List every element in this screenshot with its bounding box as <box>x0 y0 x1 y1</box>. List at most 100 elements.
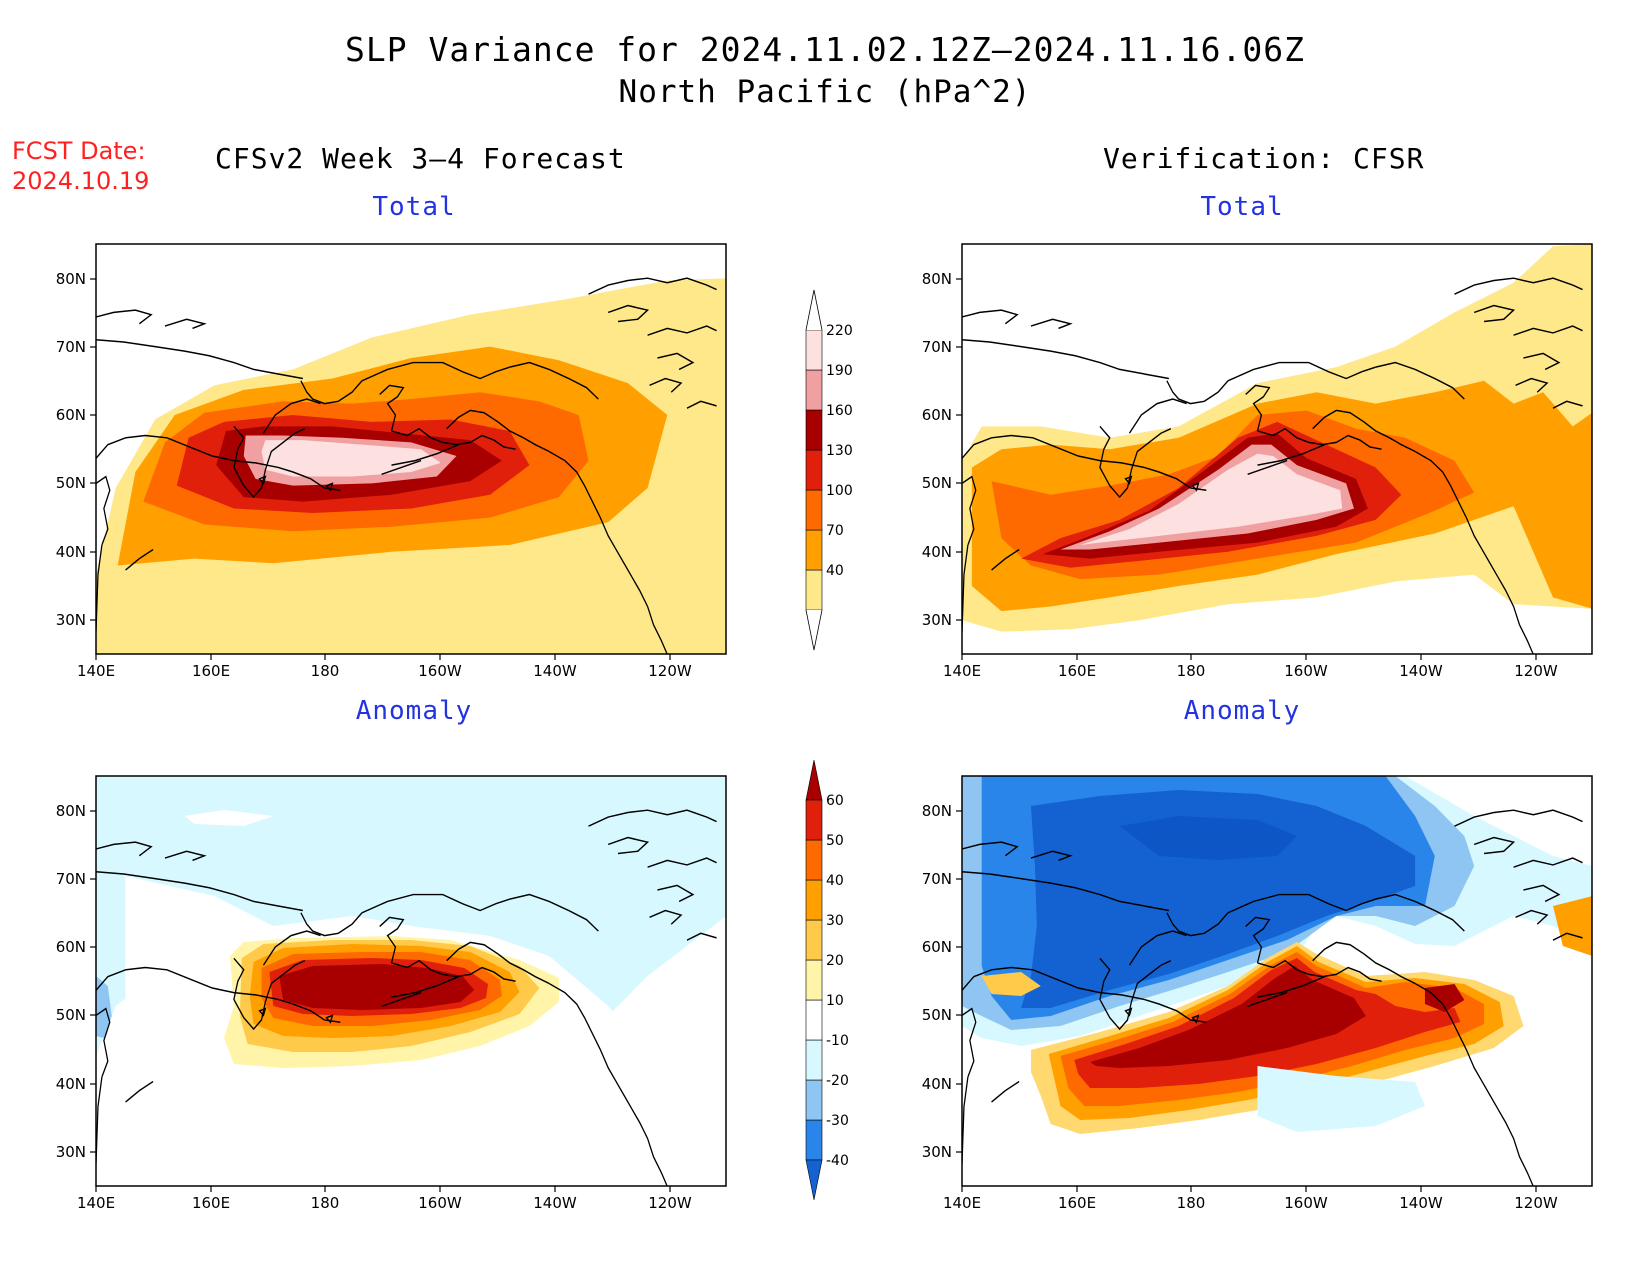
colorbar-anomaly-label: 30 <box>826 913 844 929</box>
colorbar-anomaly-segment <box>805 799 823 841</box>
lon-tick-label: 180 <box>311 662 340 680</box>
lat-tick-label: 70N <box>922 870 952 888</box>
lon-tick-label: 140E <box>943 1194 981 1212</box>
lon-tick-label: 140E <box>77 662 115 680</box>
colorbar-anomaly-bottom-arrow <box>805 1159 823 1201</box>
colorbar-total-label: 100 <box>826 483 853 499</box>
colorbar-total-bottom-arrow <box>805 609 823 651</box>
colorbar-anomaly-segment <box>805 959 823 1001</box>
forecast-date-label: FCST Date: <box>12 137 146 165</box>
lat-tick-label: 70N <box>56 338 86 356</box>
lon-tick-label: 120W <box>1514 662 1558 680</box>
lon-tick-label: 140W <box>533 1194 577 1212</box>
lon-tick-label: 160W <box>1284 662 1328 680</box>
colorbar-total-segment <box>805 569 823 611</box>
lat-tick-label: 30N <box>922 611 952 629</box>
lon-tick-label: 120W <box>1514 1194 1558 1212</box>
panel-title-anomaly-verification: Anomaly <box>1183 696 1301 726</box>
lat-tick-label: 50N <box>56 474 86 492</box>
lat-tick-label: 40N <box>56 1075 86 1093</box>
lon-tick-label: 160E <box>1058 662 1096 680</box>
lon-tick-label: 120W <box>648 662 692 680</box>
lat-tick-label: 80N <box>922 270 952 288</box>
map-panel-total-forecast <box>95 243 727 655</box>
lat-tick-label: 40N <box>922 1075 952 1093</box>
lon-tick-label: 160E <box>1058 1194 1096 1212</box>
verification-column-title: Verification: CFSR <box>1103 142 1425 175</box>
lat-tick-label: 50N <box>922 1006 952 1024</box>
colorbar-anomaly-segment <box>805 919 823 961</box>
colorbar-total: 40 70 100 130 160 190 220 <box>805 289 853 651</box>
lat-tick-label: 60N <box>922 938 952 956</box>
lat-tick-label: 80N <box>56 802 86 820</box>
colorbar-anomaly-label: 10 <box>826 993 844 1009</box>
lat-tick-label: 30N <box>56 1143 86 1161</box>
colorbar-total-label: 190 <box>826 363 853 379</box>
colorbar-anomaly-segment <box>805 1039 823 1081</box>
colorbar-anomaly-label: -20 <box>826 1073 849 1089</box>
lon-tick-label: 160E <box>192 1194 230 1212</box>
lat-tick-label: 50N <box>922 474 952 492</box>
colorbar-total-segment <box>805 409 823 451</box>
lat-tick-label: 80N <box>56 270 86 288</box>
lon-tick-label: 180 <box>1177 662 1206 680</box>
colorbar-total-label: 70 <box>826 523 844 539</box>
lon-tick-label: 160E <box>192 662 230 680</box>
lat-tick-label: 60N <box>56 406 86 424</box>
colorbar-anomaly-segment <box>805 1079 823 1121</box>
lon-tick-label: 140E <box>77 1194 115 1212</box>
colorbar-anomaly-label: 40 <box>826 873 844 889</box>
lat-tick-label: 80N <box>922 802 952 820</box>
lon-tick-label: 160W <box>418 1194 462 1212</box>
panel-title-anomaly-forecast: Anomaly <box>355 696 473 726</box>
colorbar-total-top-arrow <box>805 289 823 331</box>
colorbar-anomaly-segment <box>805 999 823 1041</box>
colorbar-total-segment <box>805 489 823 531</box>
colorbar-total-label: 40 <box>826 563 844 579</box>
lat-tick-label: 40N <box>922 543 952 561</box>
chart-title: SLP Variance for 2024.11.02.12Z–2024.11.… <box>345 30 1305 69</box>
map-panel-anomaly-forecast <box>95 775 727 1187</box>
lat-tick-label: 40N <box>56 543 86 561</box>
colorbar-anomaly: -40 -30 -20 -10 10 20 30 40 50 60 <box>805 759 849 1201</box>
colorbar-total-segment <box>805 529 823 571</box>
colorbar-total-segment <box>805 329 823 371</box>
colorbar-total-segment <box>805 449 823 491</box>
lon-tick-label: 140W <box>1399 662 1443 680</box>
lon-tick-label: 140W <box>1399 1194 1443 1212</box>
lon-tick-label: 180 <box>1177 1194 1206 1212</box>
colorbar-anomaly-label: 20 <box>826 953 844 969</box>
panel-title-total-verification: Total <box>1200 192 1284 222</box>
lat-tick-label: 60N <box>922 406 952 424</box>
chart-subtitle: North Pacific (hPa^2) <box>618 74 1032 110</box>
lat-tick-label: 50N <box>56 1006 86 1024</box>
lon-tick-label: 160W <box>1284 1194 1328 1212</box>
colorbar-anomaly-label: -40 <box>826 1153 849 1169</box>
colorbar-anomaly-segment <box>805 1119 823 1161</box>
colorbar-anomaly-top-arrow <box>805 759 823 801</box>
colorbar-anomaly-segment <box>805 879 823 921</box>
lon-tick-label: 180 <box>311 1194 340 1212</box>
map-panel-total-verification <box>961 243 1593 655</box>
colorbar-total-label: 220 <box>826 323 853 339</box>
lon-tick-label: 160W <box>418 662 462 680</box>
lat-tick-label: 70N <box>922 338 952 356</box>
forecast-date-value: 2024.10.19 <box>12 167 150 195</box>
colorbar-anomaly-label: 50 <box>826 833 844 849</box>
colorbar-total-label: 160 <box>826 403 853 419</box>
axis-labels-layer: 80N 70N 60N 50N 40N 30N 140E 160E 180 160W 140W 120… <box>56 270 1558 1212</box>
lon-tick-label: 120W <box>648 1194 692 1212</box>
colorbar-anomaly-label: -30 <box>826 1113 849 1129</box>
lat-tick-label: 70N <box>56 870 86 888</box>
lon-tick-label: 140E <box>943 662 981 680</box>
lat-tick-label: 60N <box>56 938 86 956</box>
forecast-date-block: FCST Date: 2024.10.19 <box>12 136 149 196</box>
colorbar-total-label: 130 <box>826 443 853 459</box>
map-panel-anomaly-verification <box>961 775 1593 1187</box>
panel-title-total-forecast: Total <box>372 192 456 222</box>
lat-tick-label: 30N <box>56 611 86 629</box>
colorbar-anomaly-label: 60 <box>826 793 844 809</box>
lon-tick-label: 140W <box>533 662 577 680</box>
forecast-column-title: CFSv2 Week 3–4 Forecast <box>215 142 626 175</box>
